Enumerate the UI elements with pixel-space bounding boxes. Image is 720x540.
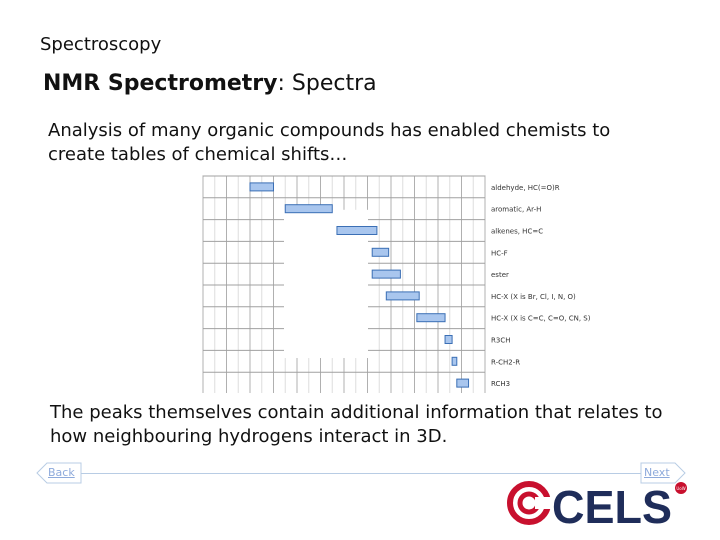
nav-divider <box>76 473 646 474</box>
next-button[interactable]: Next <box>640 462 686 484</box>
outro-text: The peaks themselves contain additional … <box>50 402 663 447</box>
logo-badge-icon <box>675 482 687 494</box>
row-label: R3CH <box>491 337 510 345</box>
row-label: HC-F <box>491 249 508 257</box>
bar <box>456 378 470 388</box>
row-label: RCH3 <box>491 380 510 388</box>
bar <box>371 247 390 257</box>
slide-title-rest: : Spectra <box>277 71 377 96</box>
cels-logo-svg: CELS UoW <box>507 481 687 533</box>
logo-text: CELS <box>552 481 672 528</box>
row-label: aromatic, Ar-H <box>491 206 541 214</box>
cels-logo: CELS UoW <box>505 478 690 533</box>
bar <box>371 269 401 279</box>
back-label: Back <box>48 466 75 479</box>
section-title: Spectroscopy <box>40 34 162 55</box>
intro-text: Analysis of many organic compounds has e… <box>48 120 611 165</box>
bar <box>451 356 458 366</box>
slide-title: NMR Spectrometry: Spectra <box>43 71 377 96</box>
row-label: ester <box>491 271 509 279</box>
next-arrow-icon <box>640 462 686 484</box>
chart-svg: aldehyde, HC(=O)R aromatic, Ar-H alkenes, … <box>193 168 608 393</box>
row-label: HC-X (X is Br, Cl, I, N, O) <box>491 293 576 301</box>
bar <box>416 313 446 323</box>
slide-title-bold: NMR Spectrometry <box>43 71 278 96</box>
row-label: aldehyde, HC(=O)R <box>491 184 560 192</box>
back-button[interactable]: Back <box>36 462 82 484</box>
next-label: Next <box>644 466 670 479</box>
row-label: R-CH2-R <box>491 358 520 366</box>
logo-badge-text: UoW <box>676 486 685 491</box>
bar <box>444 335 453 344</box>
bar <box>284 204 333 214</box>
back-arrow-icon <box>36 462 82 484</box>
slide-nav: Back Next <box>36 462 686 484</box>
chemical-shift-chart: aldehyde, HC(=O)R aromatic, Ar-H alkenes, … <box>193 168 608 393</box>
bar <box>336 226 378 235</box>
bar <box>249 182 274 192</box>
bar <box>385 291 420 301</box>
row-label: alkenes, HC=C <box>491 228 543 236</box>
row-label: HC-X (X is C=C, C=O, CN, S) <box>491 315 591 323</box>
